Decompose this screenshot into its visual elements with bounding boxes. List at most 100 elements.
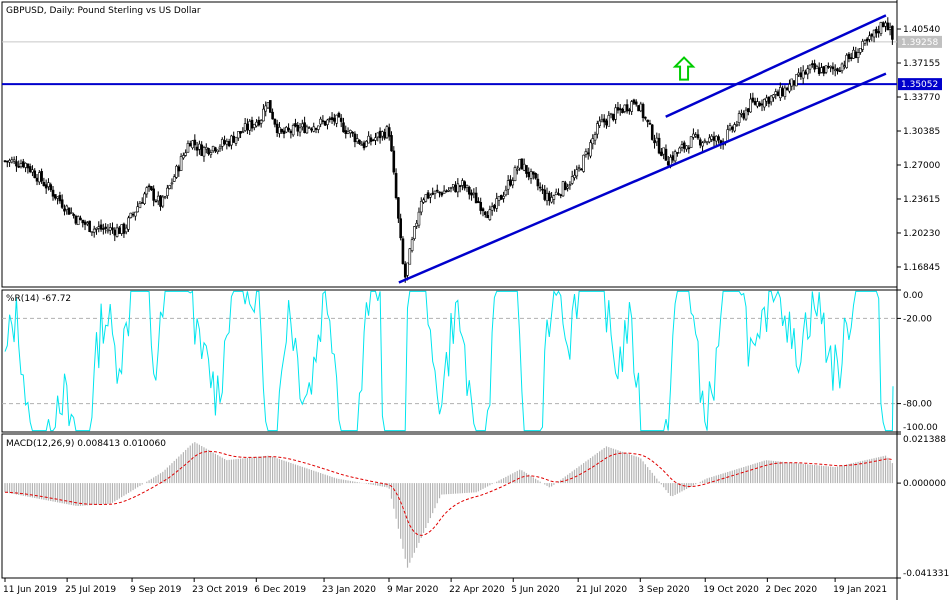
candle-body	[236, 131, 240, 139]
candle-body	[881, 22, 885, 28]
candle-body	[605, 120, 608, 126]
candle	[888, 22, 892, 36]
candle-body	[417, 211, 421, 226]
candle-body	[118, 227, 121, 234]
candle	[259, 119, 263, 128]
candle-body	[650, 124, 654, 140]
candle	[12, 156, 16, 165]
candle-body	[472, 192, 476, 195]
candle	[545, 187, 549, 206]
candle	[120, 224, 123, 236]
candle	[415, 219, 418, 230]
candle-body	[161, 196, 165, 207]
candle	[145, 186, 149, 198]
candle-body	[202, 147, 206, 157]
candle	[477, 197, 480, 204]
candle	[543, 185, 547, 202]
candle	[266, 102, 270, 110]
candle-body	[19, 163, 23, 168]
candle-body	[56, 196, 59, 199]
candle-body	[31, 169, 34, 173]
candle-body	[184, 152, 187, 156]
candle-body	[730, 126, 734, 130]
candle	[108, 223, 112, 236]
candle	[168, 184, 171, 190]
candle	[371, 138, 375, 142]
candle	[884, 20, 887, 32]
candle-body	[532, 171, 535, 175]
candle	[159, 195, 162, 211]
candle-body	[17, 165, 21, 168]
price-panel-frame	[1, 1, 898, 288]
candle-body	[337, 112, 341, 118]
candle-body	[328, 118, 332, 120]
candle	[252, 123, 256, 131]
candle	[577, 164, 581, 172]
candle-body	[115, 227, 119, 237]
candle	[17, 160, 21, 169]
candle	[67, 207, 71, 215]
candle-body	[692, 133, 695, 138]
price-tick-label: 1.16845	[903, 263, 940, 273]
candle-body	[618, 108, 622, 111]
candle-body	[234, 136, 238, 144]
candle-body	[845, 54, 848, 68]
x-tick-label: 25 Jul 2019	[65, 585, 116, 595]
candle	[435, 184, 439, 193]
candle	[216, 149, 219, 155]
candle	[161, 195, 165, 209]
candle	[760, 99, 764, 112]
candle-body	[54, 194, 57, 199]
candle-body	[163, 196, 167, 198]
candle	[680, 140, 684, 152]
candle-body	[511, 180, 515, 186]
candle-body	[143, 193, 146, 204]
candle	[646, 119, 649, 128]
candle-body	[513, 167, 517, 182]
candle-body	[763, 98, 766, 108]
candle	[230, 134, 233, 150]
x-tick-label: 2 Dec 2020	[765, 585, 817, 595]
candle-body	[783, 87, 787, 97]
candle-body	[589, 142, 592, 157]
candle-body	[634, 101, 638, 105]
wpr-panel-title: %R(14) -67.72	[6, 294, 71, 304]
candle	[8, 158, 11, 167]
candle-body	[390, 135, 393, 152]
candle-body	[287, 127, 290, 131]
candle	[516, 165, 519, 175]
candle-body	[703, 140, 707, 143]
candle	[506, 175, 510, 196]
candle	[676, 152, 679, 157]
candle-body	[154, 200, 158, 203]
candle	[351, 131, 354, 137]
candle	[655, 132, 659, 147]
candle	[568, 181, 572, 190]
candle	[273, 118, 277, 128]
macd-histogram	[4, 442, 893, 568]
candle-body	[829, 65, 832, 68]
candle	[499, 194, 503, 200]
candle-body	[191, 140, 194, 149]
candle-body	[289, 130, 293, 134]
candle	[875, 26, 878, 38]
candle-body	[424, 194, 428, 202]
candle	[362, 140, 366, 151]
candle-body	[831, 66, 835, 70]
candle	[641, 102, 645, 122]
candle-body	[268, 100, 272, 113]
candle	[390, 131, 393, 152]
candle	[410, 236, 414, 253]
candle-body	[701, 142, 704, 147]
candle	[451, 184, 455, 191]
candle	[339, 114, 343, 128]
candle-body	[790, 78, 794, 87]
candle	[561, 180, 565, 197]
candle	[632, 98, 636, 106]
candle	[3, 160, 7, 163]
candle	[127, 215, 130, 232]
candle-body	[575, 169, 579, 177]
candle	[454, 181, 457, 193]
